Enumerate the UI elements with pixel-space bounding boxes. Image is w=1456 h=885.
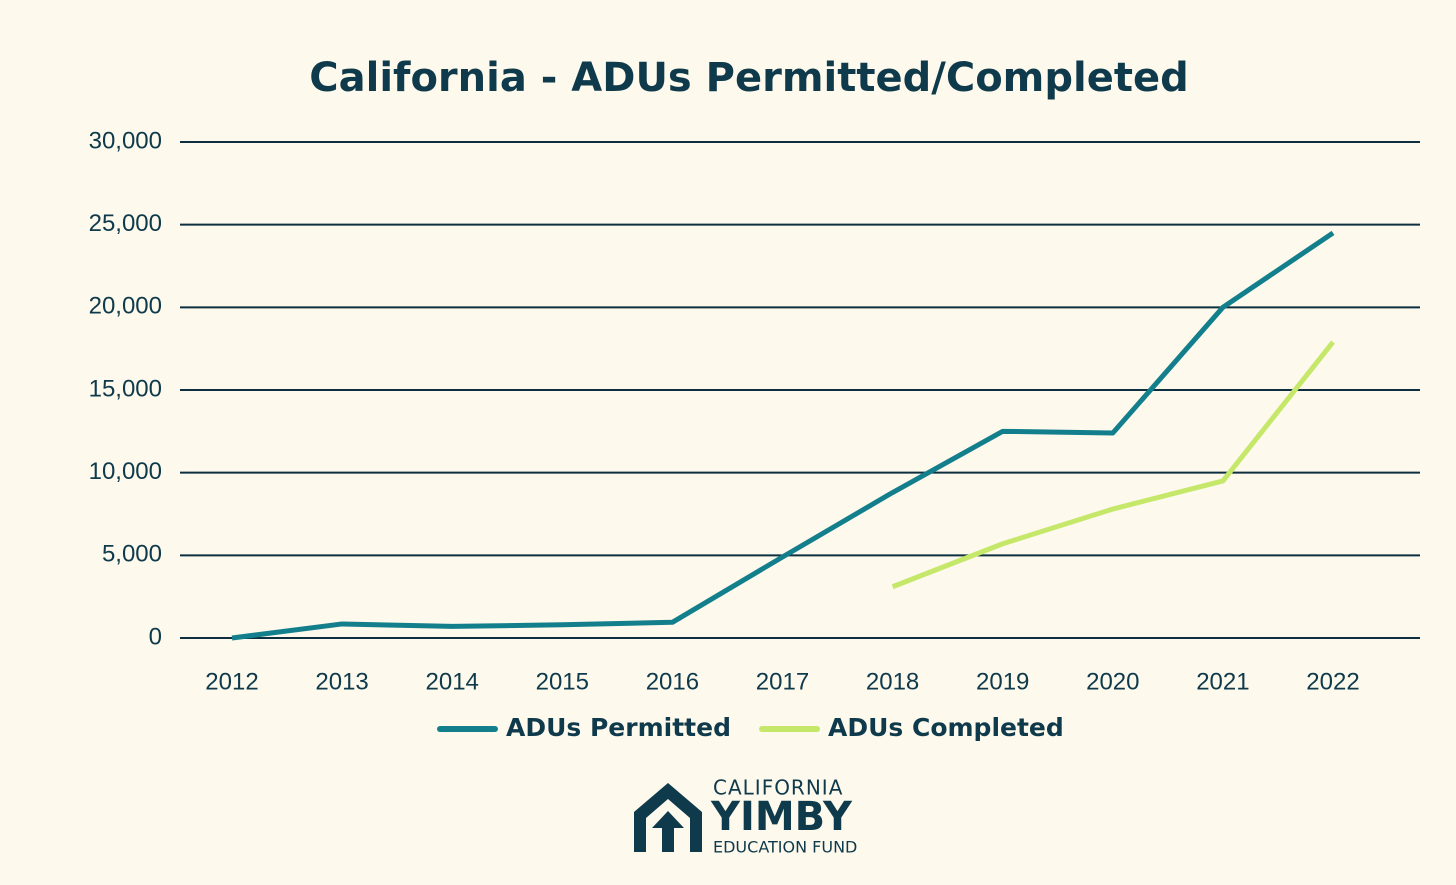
x-tick-label: 2018	[866, 668, 919, 695]
logo-text: YIMBY	[710, 794, 853, 840]
legend-label: ADUs Completed	[828, 713, 1064, 742]
logo-text: CALIFORNIA	[713, 776, 843, 800]
x-tick-label: 2016	[646, 668, 699, 695]
x-tick-label: 2015	[536, 668, 589, 695]
data-line	[231, 230, 1335, 641]
y-tick-label: 0	[149, 623, 162, 650]
chart-title: California - ADUs Permitted/Completed	[309, 55, 1188, 101]
x-tick-label: 2020	[1086, 668, 1139, 695]
logo: CALIFORNIA YIMBY EDUCATION FUND	[634, 776, 857, 857]
y-tick-label: 20,000	[89, 293, 162, 320]
x-tick-label: 2012	[205, 668, 258, 695]
x-tick-label: 2013	[315, 668, 368, 695]
data-line	[891, 340, 1335, 590]
x-tick-label: 2021	[1196, 668, 1249, 695]
x-tick-label: 2019	[976, 668, 1029, 695]
x-tick-label: 2022	[1306, 668, 1359, 695]
y-tick-label: 30,000	[89, 127, 162, 154]
x-tick-label: 2014	[426, 668, 479, 695]
y-tick-label: 10,000	[89, 458, 162, 485]
logo-arrow	[652, 811, 684, 852]
y-tick-label: 5,000	[102, 541, 162, 568]
x-tick-label: 2017	[756, 668, 809, 695]
y-tick-label: 25,000	[89, 210, 162, 237]
y-tick-label: 15,000	[89, 375, 162, 402]
logo-house	[634, 783, 702, 852]
legend-label: ADUs Permitted	[506, 713, 731, 742]
logo-text: EDUCATION FUND	[713, 838, 857, 857]
